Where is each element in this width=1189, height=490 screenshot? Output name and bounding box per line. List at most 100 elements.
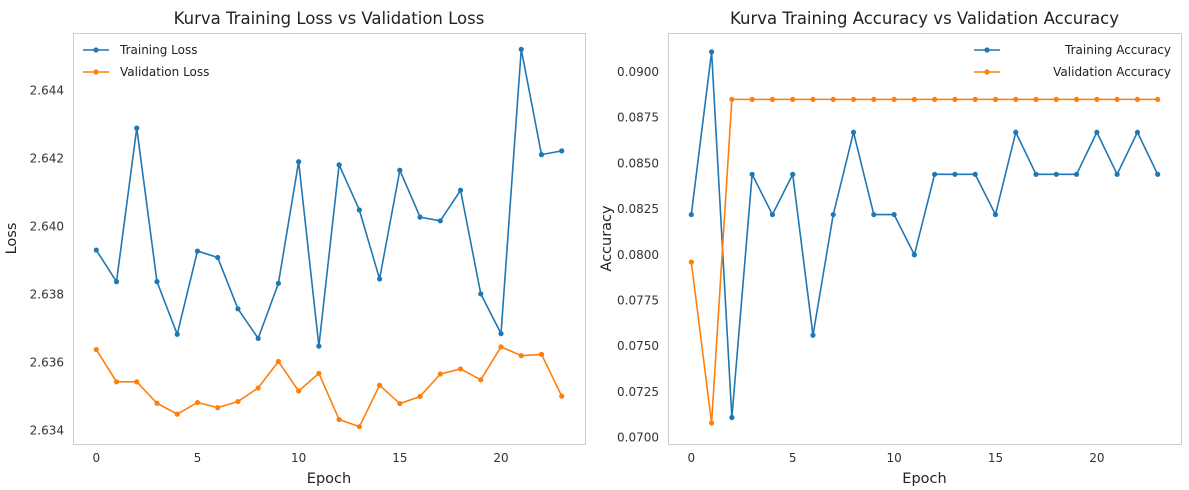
data-point (336, 162, 342, 168)
legend-marker (93, 47, 99, 53)
legend-marker (93, 69, 99, 75)
data-point (134, 125, 140, 131)
chart-title: Kurva Training Loss vs Validation Loss (174, 9, 485, 28)
data-point (688, 211, 694, 218)
x-axis-label: Epoch (902, 471, 946, 487)
data-point (457, 366, 464, 372)
x-tick-label: 0 (92, 451, 100, 465)
data-point (1073, 171, 1080, 177)
data-point (871, 96, 877, 102)
data-point (850, 129, 857, 135)
data-point (790, 96, 796, 102)
data-point (972, 171, 978, 177)
series-line (690, 51, 1159, 419)
series-line (95, 48, 562, 347)
x-tick-label: 5 (789, 451, 797, 465)
x-tick-label: 0 (687, 451, 695, 465)
x-tick-label: 5 (194, 451, 202, 465)
data-point (417, 393, 423, 400)
data-point (1134, 129, 1141, 135)
plot-frame (668, 33, 1182, 445)
legend-label: Validation Accuracy (1053, 65, 1171, 79)
x-tick-label: 20 (493, 451, 508, 465)
plot-frame (73, 33, 586, 445)
data-point (749, 96, 755, 102)
data-point (316, 343, 322, 349)
data-point (992, 211, 999, 218)
data-point (729, 96, 735, 102)
y-tick-label: 0.0700 (617, 431, 659, 445)
series-0 (688, 49, 1161, 421)
chart-title: Kurva Training Accuracy vs Validation Ac… (730, 9, 1119, 28)
x-tick-label: 15 (392, 451, 407, 465)
y-tick-label: 2.640 (30, 220, 64, 234)
data-point (891, 96, 897, 102)
data-point (972, 96, 978, 102)
data-point (952, 96, 958, 102)
data-point (830, 96, 836, 102)
data-point (871, 211, 877, 218)
y-tick-label: 0.0775 (617, 293, 659, 307)
data-point (559, 393, 565, 399)
data-point (93, 247, 99, 253)
data-point (296, 388, 302, 394)
x-axis-label: Epoch (307, 471, 351, 487)
data-point (215, 254, 221, 261)
data-point (1114, 96, 1120, 102)
y-tick-label: 0.0750 (617, 339, 659, 353)
data-point (1073, 96, 1080, 102)
data-point (316, 370, 322, 376)
data-point (518, 46, 524, 52)
data-point (397, 400, 403, 407)
data-point (478, 377, 484, 383)
data-point (769, 211, 776, 218)
data-point (376, 382, 383, 388)
data-point (1033, 96, 1039, 102)
data-point (275, 358, 282, 365)
legend-label: Training Accuracy (1064, 43, 1171, 57)
data-point (376, 276, 383, 282)
data-point (1053, 171, 1059, 177)
y-tick-label: 2.644 (30, 84, 64, 98)
y-tick-label: 0.0825 (617, 202, 659, 216)
data-point (194, 399, 201, 406)
data-point (1053, 96, 1059, 102)
data-point (538, 152, 545, 158)
data-point (498, 344, 504, 350)
y-tick-label: 2.634 (30, 423, 64, 437)
data-point (1013, 129, 1019, 135)
data-point (154, 400, 160, 406)
legend: Training Accuracy Validation Accuracy (974, 43, 1171, 79)
y-tick-label: 0.0850 (617, 156, 659, 170)
data-point (769, 96, 776, 102)
data-point (113, 279, 120, 285)
data-point (952, 171, 958, 177)
y-tick-label: 0.0875 (617, 111, 659, 125)
data-point (1155, 96, 1161, 102)
x-tick-label: 20 (1089, 451, 1104, 465)
series-line (95, 346, 563, 428)
data-point (1155, 171, 1161, 177)
data-point (437, 371, 443, 377)
data-point (498, 331, 504, 337)
y-tick-label: 0.0800 (617, 248, 659, 262)
y-tick-label: 0.0900 (617, 65, 659, 79)
data-point (810, 96, 816, 102)
data-point (911, 96, 917, 102)
legend-marker (984, 69, 990, 75)
legend: Training Loss Validation Loss (83, 43, 209, 79)
data-point (708, 49, 715, 55)
data-point (1134, 96, 1141, 102)
x-tick-label: 10 (291, 451, 306, 465)
data-point (437, 218, 443, 224)
data-point (688, 259, 694, 265)
data-point (194, 248, 201, 254)
data-point (478, 291, 484, 297)
data-point (275, 280, 282, 286)
data-point (1094, 96, 1100, 102)
data-point (729, 414, 735, 421)
y-tick-label: 2.638 (30, 288, 64, 302)
data-point (174, 411, 180, 417)
series-0 (93, 46, 565, 349)
